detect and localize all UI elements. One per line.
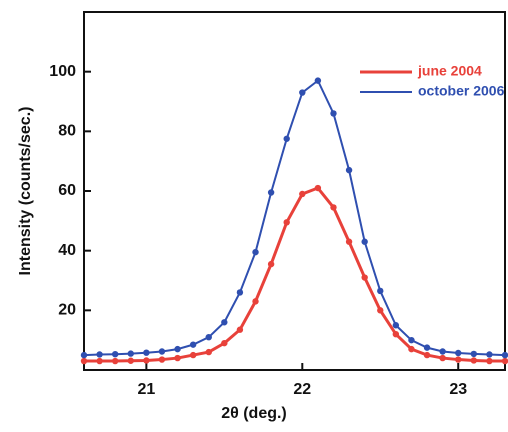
data-point (361, 238, 368, 245)
y-tick-label: 80 (58, 123, 76, 140)
data-point (236, 326, 244, 333)
data-point (330, 110, 337, 117)
data-point (392, 322, 400, 329)
data-point (111, 350, 119, 358)
data-point (377, 307, 384, 314)
data-point (174, 354, 181, 362)
y-axis-label: Intensity (counts/sec.) (17, 107, 34, 276)
data-point (221, 339, 228, 347)
data-point (283, 219, 290, 226)
data-point (330, 204, 337, 211)
data-point (252, 298, 259, 305)
data-point (267, 260, 275, 268)
data-point (267, 189, 275, 196)
data-point (283, 135, 290, 142)
data-point (158, 356, 166, 363)
y-tick-label: 40 (58, 242, 76, 259)
data-point (236, 289, 244, 296)
data-point (345, 166, 353, 174)
data-point (314, 77, 322, 84)
data-point (486, 357, 493, 365)
x-axis-label: 2θ (deg.) (221, 405, 287, 422)
data-point (143, 349, 150, 356)
x-tick-label: 23 (449, 381, 467, 398)
data-point (377, 287, 384, 295)
data-point (205, 348, 212, 356)
data-point (423, 344, 431, 351)
data-point (408, 345, 415, 353)
data-point (96, 357, 103, 365)
data-point (501, 351, 508, 359)
data-point (439, 354, 446, 362)
data-point (80, 357, 88, 365)
data-point (189, 341, 197, 348)
data-point (127, 350, 134, 357)
data-point (408, 336, 415, 344)
data-point (205, 333, 212, 341)
x-tick-label: 22 (293, 381, 311, 398)
data-point (501, 357, 508, 365)
data-point (221, 319, 228, 326)
data-point (96, 351, 103, 358)
data-point (143, 357, 150, 364)
data-point (314, 184, 322, 192)
y-tick-label: 60 (58, 182, 76, 199)
data-point (111, 357, 119, 365)
data-point (345, 238, 353, 245)
data-point (189, 351, 197, 359)
series-line (83, 79, 506, 357)
data-point (470, 350, 478, 358)
data-point (455, 349, 462, 357)
data-point (361, 274, 368, 281)
legend-label: june 2004 (417, 63, 482, 79)
data-point (80, 351, 88, 359)
data-point (127, 357, 134, 364)
legend-label: october 2006 (418, 83, 505, 99)
data-point (174, 345, 181, 353)
series-line (84, 186, 505, 363)
data-point (470, 357, 478, 364)
data-point (299, 89, 306, 96)
x-tick-label: 21 (137, 381, 155, 398)
data-point (486, 351, 493, 358)
y-tick-label: 100 (49, 63, 76, 80)
data-point (455, 356, 462, 363)
data-point (392, 331, 400, 338)
data-point (299, 190, 306, 198)
y-tick-label: 20 (58, 302, 76, 319)
data-point (252, 248, 259, 256)
data-point (158, 348, 166, 355)
data-point (439, 348, 446, 355)
data-point (423, 351, 431, 359)
